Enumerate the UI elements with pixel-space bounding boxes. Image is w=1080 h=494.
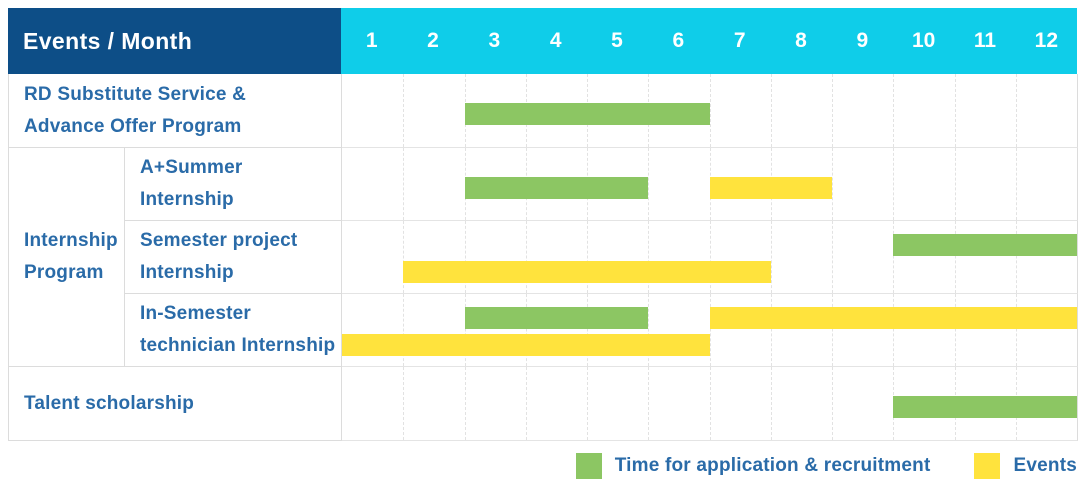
row-label-text: A+Summer Internship bbox=[140, 157, 243, 210]
row-label-text: Talent scholarship bbox=[24, 392, 195, 414]
month-gridline bbox=[832, 221, 833, 293]
chart-row-semester-project-internship bbox=[342, 221, 1078, 294]
month-gridline bbox=[832, 367, 833, 440]
month-gridline bbox=[648, 148, 650, 220]
month-gridline bbox=[893, 74, 895, 147]
month-label: 11 bbox=[973, 29, 997, 52]
gantt-bar bbox=[893, 396, 1077, 418]
table-header-row: Events / Month 1 2 3 4 5 6 7 8 9 10 11 12 bbox=[8, 8, 1077, 74]
events-month-header-cell: Events / Month bbox=[8, 8, 341, 74]
table-body: RD Substitute Service & Advance Offer Pr… bbox=[8, 74, 1078, 441]
month-gridline bbox=[954, 294, 956, 366]
row-label-talent-scholarship: Talent scholarship bbox=[9, 367, 342, 441]
month-gridline bbox=[648, 221, 650, 293]
chart-row-talent-scholarship bbox=[342, 367, 1078, 441]
month-gridline bbox=[770, 74, 772, 147]
month-gridline bbox=[587, 221, 588, 293]
month-gridline bbox=[403, 74, 405, 147]
row-label-text: In-Semester technician Internship bbox=[140, 303, 336, 356]
month-label: 3 bbox=[488, 29, 501, 52]
month-gridline bbox=[587, 367, 588, 440]
green-swatch-icon bbox=[575, 453, 602, 479]
month-gridline bbox=[648, 294, 650, 366]
month-gridline bbox=[1015, 294, 1017, 366]
month-gridline bbox=[770, 221, 772, 293]
month-gridline bbox=[709, 74, 711, 147]
month-gridline bbox=[770, 367, 772, 440]
month-gridline bbox=[954, 74, 956, 147]
gantt-bar bbox=[464, 177, 649, 199]
row-label-text: Semester project Internship bbox=[140, 230, 298, 283]
month-label: 12 bbox=[1034, 29, 1058, 52]
month-gridline bbox=[709, 221, 711, 293]
month-gridline bbox=[403, 148, 405, 220]
month-label: 4 bbox=[549, 29, 562, 52]
month-gridline bbox=[464, 294, 466, 366]
month-gridline bbox=[893, 221, 895, 293]
legend-item-events: Events bbox=[974, 453, 1077, 479]
gantt-bar bbox=[464, 103, 710, 125]
month-gridline bbox=[525, 294, 527, 366]
row-label-semester-project-internship: Semester project Internship bbox=[125, 221, 342, 294]
month-gridline bbox=[464, 367, 466, 440]
events-month-table: Events / Month 1 2 3 4 5 6 7 8 9 10 11 12 RD Substi… bbox=[8, 8, 1078, 441]
month-label: 6 bbox=[672, 29, 685, 52]
month-gridline bbox=[648, 367, 650, 440]
month-gridline bbox=[1015, 148, 1017, 220]
legend-label-events: Events bbox=[1013, 455, 1077, 476]
month-gridline bbox=[832, 74, 833, 147]
gantt-bar bbox=[403, 261, 771, 283]
month-gridline bbox=[709, 367, 711, 440]
month-label: 10 bbox=[911, 29, 936, 52]
row-label-in-semester-technician-internship: In-Semester technician Internship bbox=[125, 294, 342, 367]
month-gridline bbox=[525, 221, 527, 293]
legend: Time for application & recruitment Event… bbox=[575, 453, 1077, 479]
month-gridline bbox=[464, 221, 466, 293]
month-gridline bbox=[832, 148, 833, 220]
legend-item-application-recruitment: Time for application & recruitment bbox=[575, 453, 931, 479]
month-gridline bbox=[403, 294, 405, 366]
month-gridline bbox=[1015, 221, 1017, 293]
chart-row-rd-substitute-service bbox=[342, 74, 1078, 148]
month-gridline bbox=[893, 294, 895, 366]
row-label-rd-substitute-service: RD Substitute Service & Advance Offer Pr… bbox=[9, 74, 342, 148]
month-gridline bbox=[403, 221, 405, 293]
month-gridline bbox=[893, 148, 895, 220]
events-month-header-label: Events / Month bbox=[23, 27, 193, 54]
month-gridline bbox=[403, 367, 405, 440]
month-gridline bbox=[525, 367, 527, 440]
yellow-swatch-icon bbox=[974, 453, 1001, 479]
row-label-a-plus-summer-internship: A+Summer Internship bbox=[125, 148, 342, 221]
month-header-row: 1 2 3 4 5 6 7 8 9 10 11 12 bbox=[341, 8, 1077, 74]
group-label-internship-program: Internship Program bbox=[9, 148, 125, 367]
month-label: 9 bbox=[856, 29, 869, 52]
chart-row-a-plus-summer-internship bbox=[342, 148, 1078, 221]
gantt-bar bbox=[709, 177, 832, 199]
month-label: 5 bbox=[611, 29, 623, 52]
row-label-text: RD Substitute Service & Advance Offer Pr… bbox=[24, 83, 247, 137]
month-gridline bbox=[770, 294, 772, 366]
month-label: 2 bbox=[427, 29, 439, 52]
legend-label-application-recruitment: Time for application & recruitment bbox=[614, 455, 931, 476]
group-label-text: Internship Program bbox=[24, 230, 118, 283]
gantt-bar bbox=[342, 334, 710, 356]
month-gridline bbox=[832, 294, 833, 366]
chart-row-in-semester-technician-internship bbox=[342, 294, 1078, 367]
gantt-bar bbox=[893, 234, 1077, 256]
month-gridline bbox=[1015, 74, 1017, 147]
month-gridline bbox=[587, 294, 588, 366]
month-label: 1 bbox=[365, 29, 378, 52]
gantt-bar bbox=[464, 307, 649, 329]
month-gridline bbox=[954, 148, 956, 220]
month-gridline bbox=[954, 221, 956, 293]
month-label: 8 bbox=[795, 29, 807, 52]
month-label: 7 bbox=[733, 29, 746, 52]
month-gridline bbox=[709, 294, 711, 366]
gantt-bar bbox=[709, 307, 1077, 329]
